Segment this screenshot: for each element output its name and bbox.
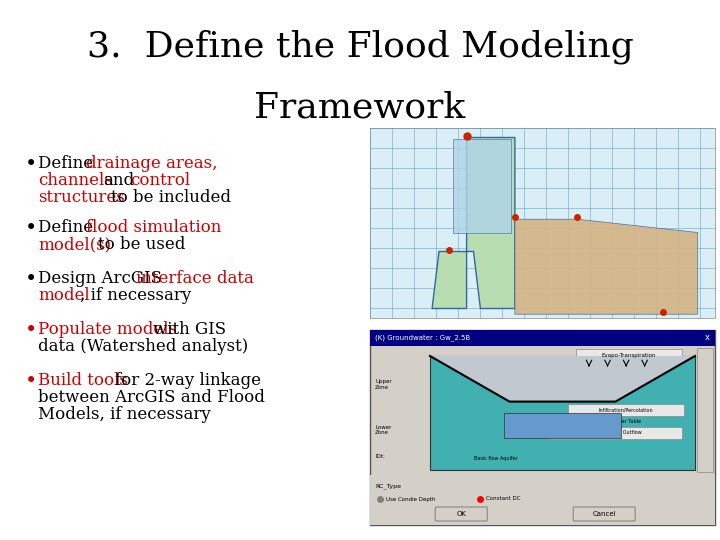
Text: Models, if necessary: Models, if necessary [38,406,211,423]
FancyBboxPatch shape [436,507,487,521]
Text: structures: structures [38,189,125,206]
Bar [576,349,682,363]
Polygon shape [432,138,515,308]
Text: Define: Define [38,155,99,172]
Text: flood simulation: flood simulation [86,219,221,236]
Text: channels: channels [38,172,113,189]
Text: RC_Type: RC_Type [375,483,401,489]
Text: •: • [25,372,37,391]
Text: to be used: to be used [98,236,185,253]
Text: Use Condie Depth: Use Condie Depth [386,496,436,502]
Bar [370,330,715,525]
Bar [370,128,715,318]
Text: Build tools: Build tools [38,372,128,389]
Text: (K) Groundwater : Gw_2.5B: (K) Groundwater : Gw_2.5B [375,335,470,341]
Bar [370,475,715,525]
Text: control: control [130,172,190,189]
Text: •: • [25,155,37,174]
Text: •: • [25,219,37,238]
Text: x: x [704,334,709,342]
Bar [549,427,682,438]
Text: Basic flow Aquifer: Basic flow Aquifer [474,456,518,461]
Text: •: • [25,321,37,340]
Bar [370,330,715,346]
Polygon shape [515,219,698,314]
Text: Framework: Framework [254,90,466,124]
Text: between ArcGIS and Flood: between ArcGIS and Flood [38,389,265,406]
Text: IDt:: IDt: [375,454,385,459]
Text: , if necessary: , if necessary [80,287,192,304]
FancyBboxPatch shape [573,507,635,521]
Text: OK: OK [456,511,466,517]
Text: Design ArcGIS: Design ArcGIS [38,270,167,287]
Text: Constant DC: Constant DC [486,496,521,502]
Text: with GIS: with GIS [153,321,226,338]
Text: and: and [103,172,134,189]
Text: Define: Define [38,219,99,236]
Text: Water Table: Water Table [611,420,641,424]
Text: 3.  Define the Flood Modeling: 3. Define the Flood Modeling [86,30,634,64]
Bar [504,413,621,438]
Text: to be included: to be included [111,189,231,206]
Text: Evapo-Transpiration: Evapo-Transpiration [601,354,656,359]
Bar [697,348,713,472]
Text: Upper
Zone: Upper Zone [375,379,392,390]
Text: Lower
Zone: Lower Zone [375,424,392,435]
Polygon shape [430,356,695,402]
Text: •: • [25,270,37,289]
Text: interface data: interface data [136,270,254,287]
Text: Populate models: Populate models [38,321,177,338]
Text: Infiltration/Percolation: Infiltration/Percolation [599,407,654,413]
Polygon shape [453,139,511,233]
Text: for 2-way linkage: for 2-way linkage [115,372,261,389]
Bar [568,404,685,416]
Text: model: model [38,287,89,304]
Text: Cancel: Cancel [593,511,616,517]
Text: model(s): model(s) [38,236,111,253]
Text: data (Watershed analyst): data (Watershed analyst) [38,338,248,355]
Text: Groundwater Outflow: Groundwater Outflow [589,430,642,435]
Bar [430,356,695,470]
Text: drainage areas,: drainage areas, [86,155,217,172]
